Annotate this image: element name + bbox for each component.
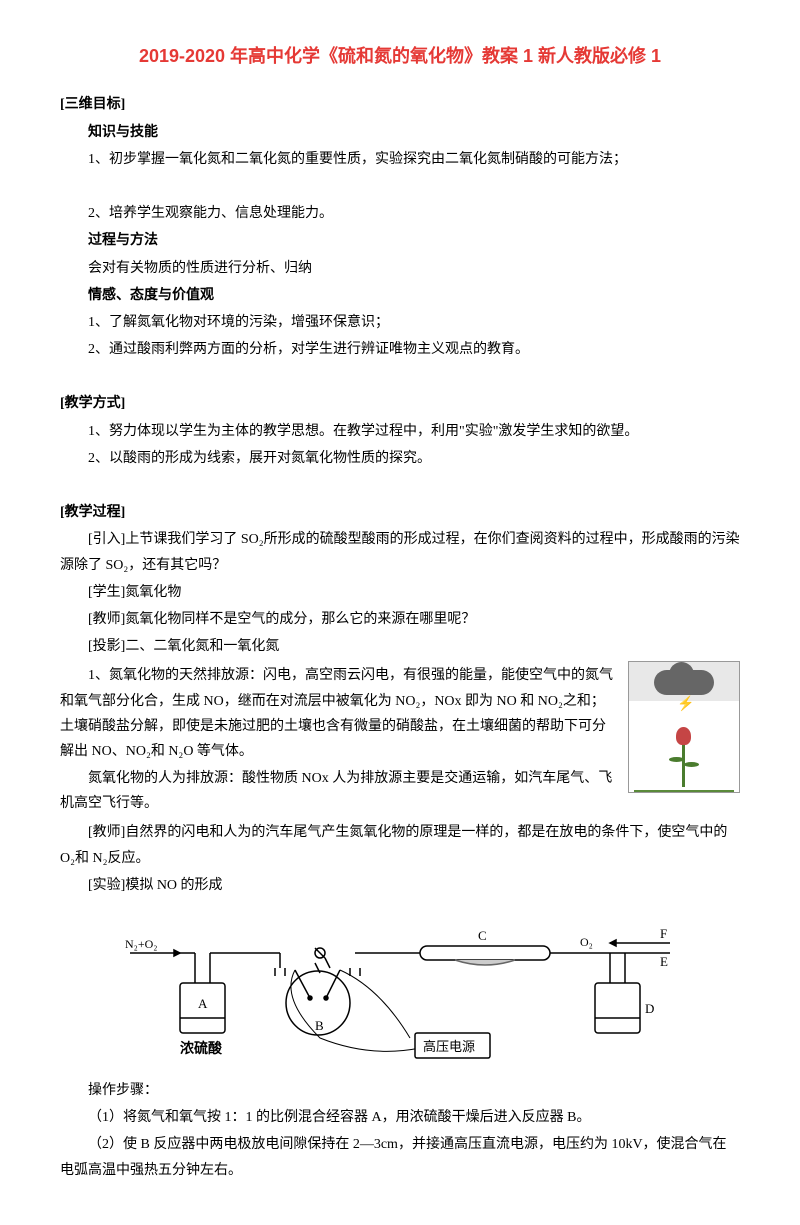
- shiyan-text: [实验]模拟 NO 的形成: [60, 873, 740, 898]
- label-c: C: [478, 928, 487, 943]
- guocheng-header: 过程与方法: [60, 228, 740, 253]
- zhishi-header: 知识与技能: [60, 120, 740, 145]
- qinggan-item-1: 1、了解氮氧化物对环境的污染，增强环保意识；: [60, 310, 740, 335]
- label-b: B: [315, 1018, 324, 1033]
- touying-text: [投影]二、二氧化氮和一氧化氮: [60, 634, 740, 659]
- qinggan-item-2: 2、通过酸雨利弊两方面的分析，对学生进行辨证唯物主义观点的教育。: [60, 337, 740, 362]
- yinru-text: [引入]上节课我们学习了 SO₂所形成的硫酸型酸雨的形成过程，在你们查阅资料的过…: [60, 527, 740, 577]
- label-e: E: [660, 954, 668, 969]
- step-1: （1）将氮气和氧气按 1：1 的比例混合经容器 A，用浓硫酸干燥后进入反应器 B…: [60, 1105, 740, 1130]
- plant-icon: [664, 727, 704, 787]
- zhishi-item-1: 1、初步掌握一氧化氮和二氧化氮的重要性质，实验探究由二氧化氮制硝酸的可能方法；: [60, 147, 740, 172]
- label-f: F: [660, 926, 667, 941]
- qinggan-header: 情感、态度与价值观: [60, 283, 740, 308]
- sanwei-header: [三维目标]: [60, 92, 740, 117]
- step-2: （2）使 B 反应器中两电极放电间隙保持在 2—3cm，并接通高压直流电源，电压…: [60, 1132, 740, 1182]
- process-header: [教学过程]: [60, 500, 740, 525]
- label-d: D: [645, 1001, 654, 1016]
- document-title: 2019-2020 年高中化学《硫和氮的氧化物》教案 1 新人教版必修 1: [60, 40, 740, 72]
- label-a: A: [198, 996, 208, 1011]
- xuesheng-text: [学生]氮氧化物: [60, 580, 740, 605]
- apparatus-diagram: N₂+O₂ A 浓硫酸 B: [60, 908, 740, 1068]
- fangshi-header: [教学方式]: [60, 391, 740, 416]
- label-input: N₂+O₂: [125, 937, 157, 951]
- jiaoshi1-text: [教师]氮氧化物同样不是空气的成分，那么它的来源在哪里呢？: [60, 607, 740, 632]
- label-h2so4: 浓硫酸: [180, 1040, 223, 1057]
- guocheng-item-1: 会对有关物质的性质进行分析、归纳: [60, 256, 740, 281]
- jiaoshi2-text: [教师]自然界的闪电和人为的汽车尾气产生氮氧化物的原理是一样的，都是在放电的条件…: [60, 820, 740, 870]
- caozuo-header: 操作步骤：: [60, 1078, 740, 1103]
- zhishi-item-2: 2、培养学生观察能力、信息处理能力。: [60, 201, 740, 226]
- nature-illustration: ⚡: [628, 661, 740, 793]
- lightning-icon: ⚡: [677, 692, 694, 717]
- fangshi-item-2: 2、以酸雨的形成为线索，展开对氮氧化物性质的探究。: [60, 446, 740, 471]
- label-o2: O₂: [580, 935, 593, 949]
- fangshi-item-1: 1、努力体现以学生为主体的教学思想。在教学过程中，利用"实验"激发学生求知的欲望…: [60, 419, 740, 444]
- label-power: 高压电源: [423, 1039, 475, 1054]
